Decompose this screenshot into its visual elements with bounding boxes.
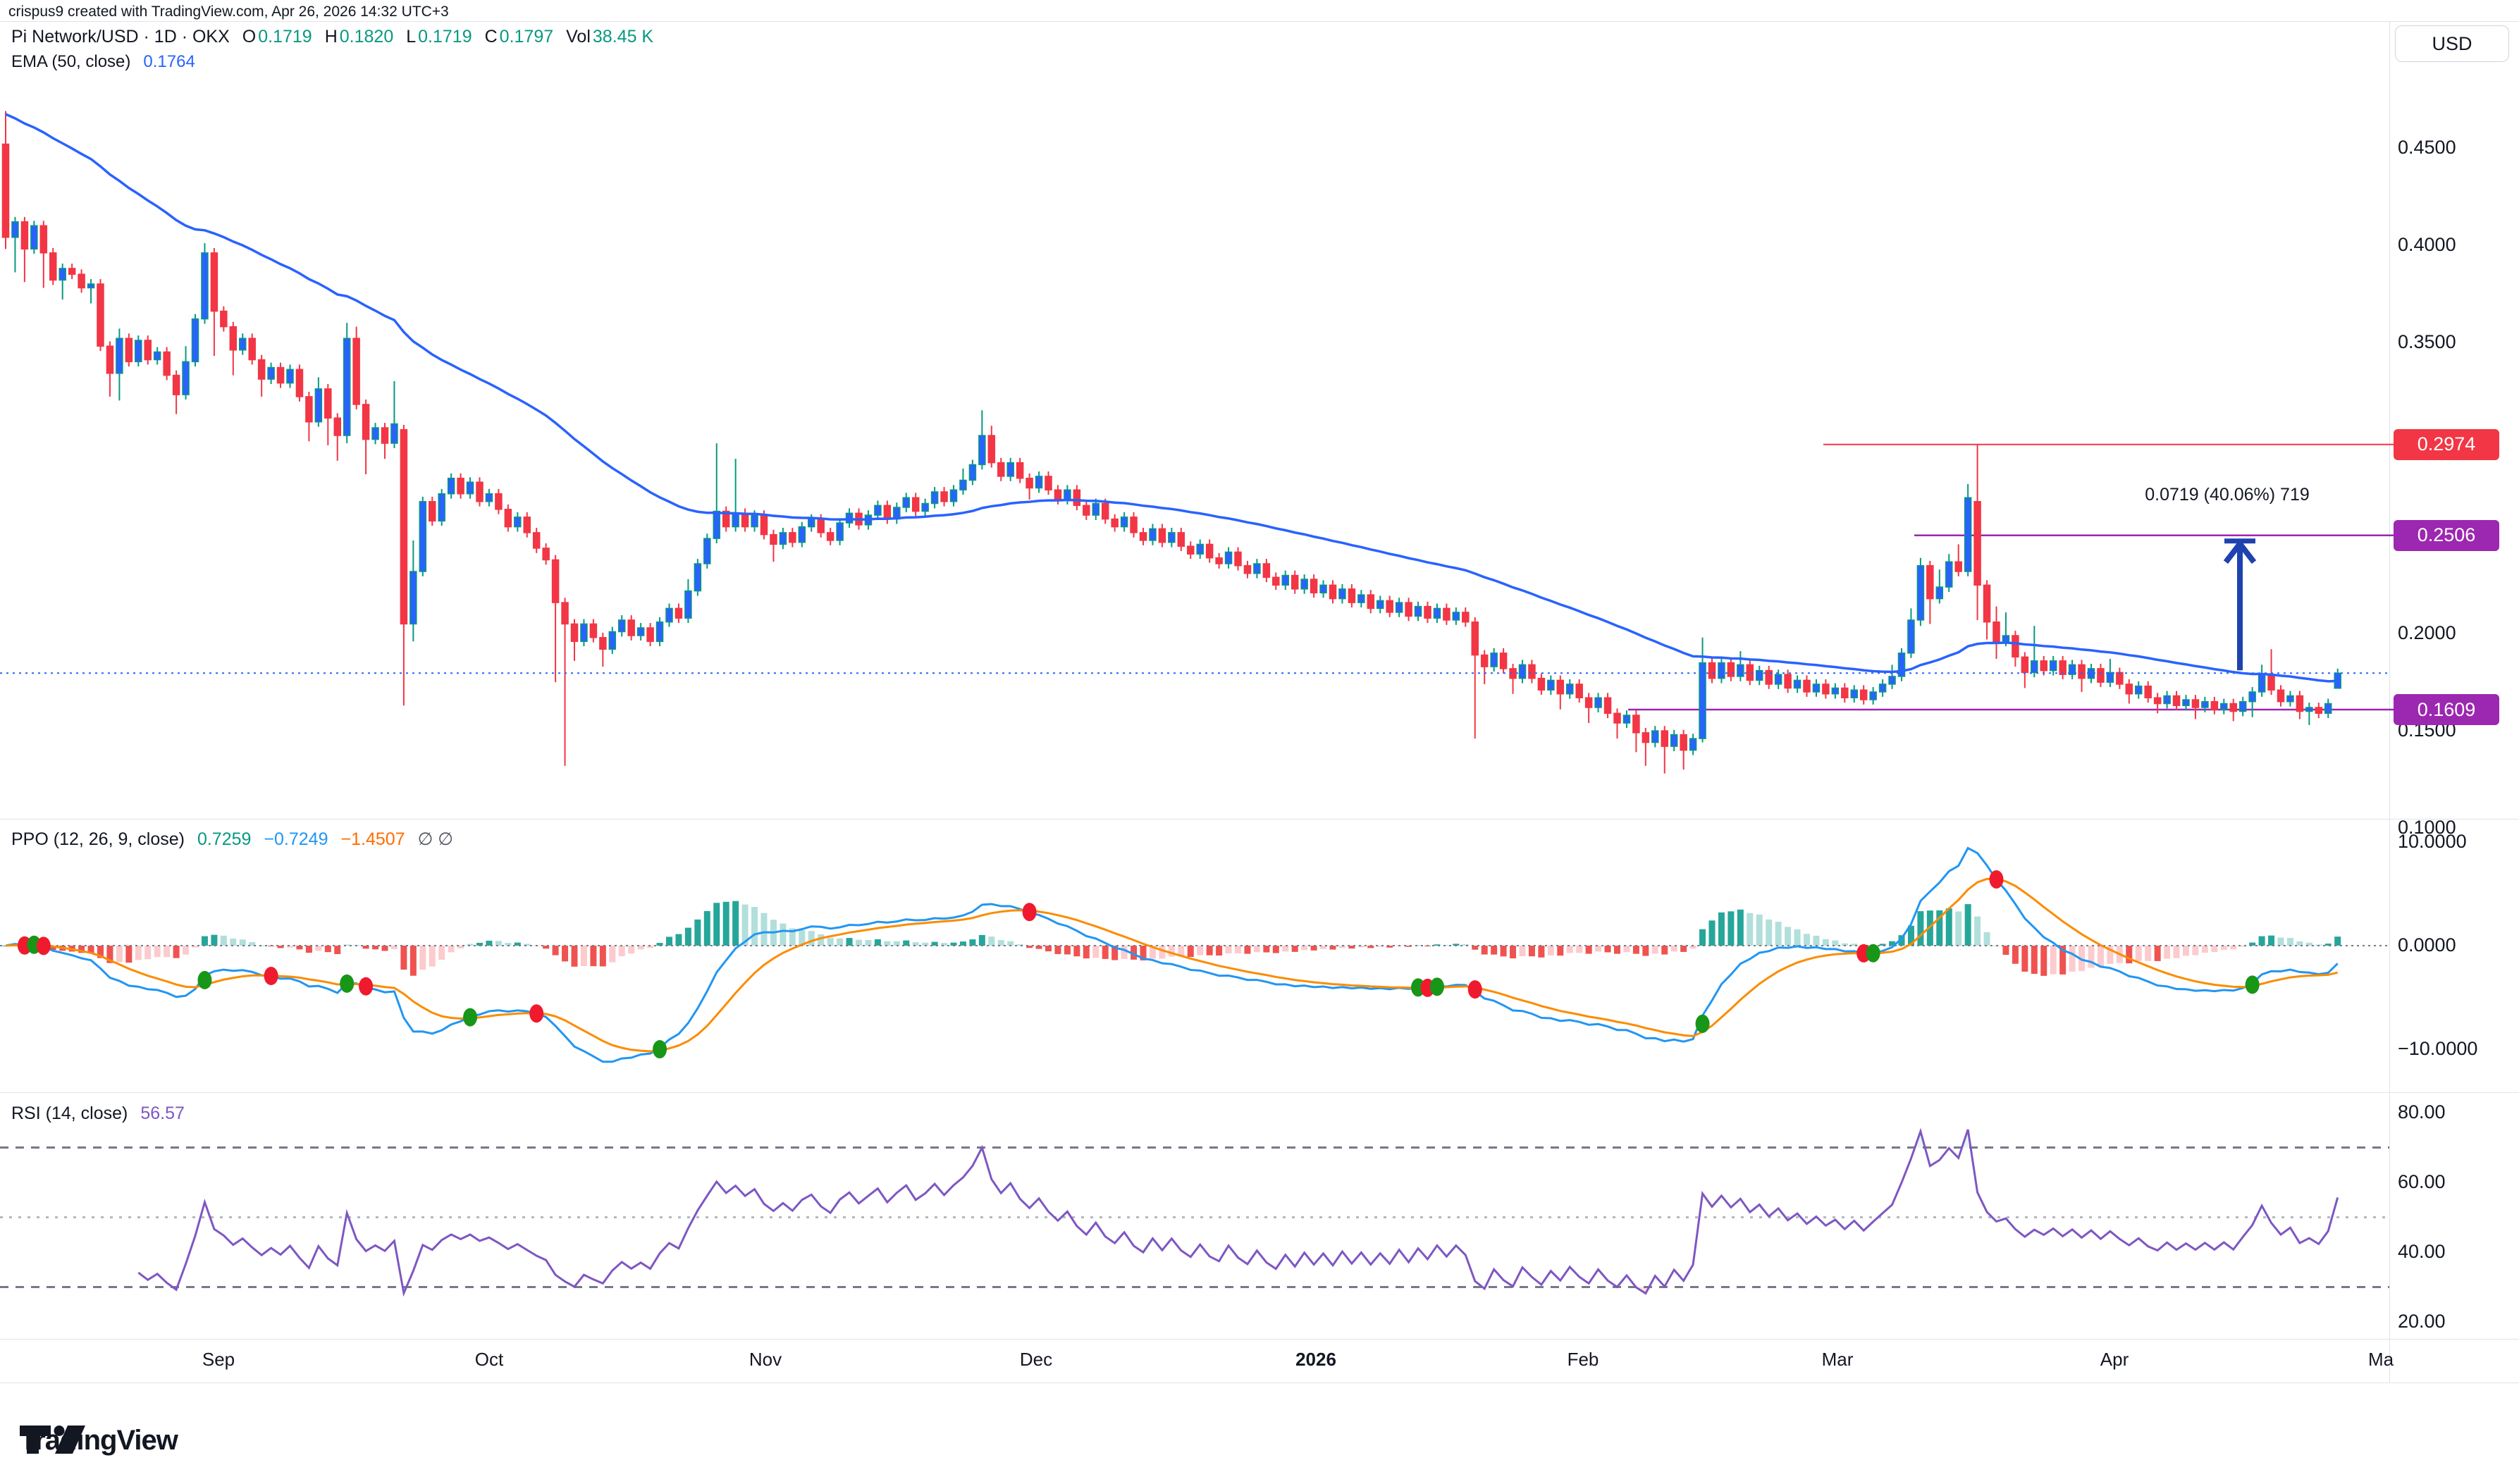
ema-legend-title: EMA (50, close) (11, 52, 131, 71)
pane-separator-rsi (0, 1092, 2519, 1093)
ppo-empty-values: ∅ ∅ (417, 829, 454, 849)
price-tick-0.4000: 0.4000 (2398, 233, 2456, 255)
currency-toggle-button[interactable]: USD (2395, 25, 2509, 62)
tradingview-logo[interactable]: TradingView (20, 1425, 178, 1457)
time-tick-Sep: Sep (202, 1349, 235, 1370)
ppo-tick-10.0000: 10.0000 (2398, 831, 2467, 852)
ohlc-high: H 0.1820 (324, 27, 394, 47)
price-tick-0.1000: 0.1000 (2398, 816, 2456, 838)
time-tick-Ma: Ma (2367, 1349, 2394, 1370)
ppo-tick-0.0000: 0.0000 (2398, 934, 2456, 956)
price-badge-0.1609: 0.1609 (2394, 694, 2499, 726)
tradingview-logo-icon (20, 1425, 85, 1454)
attribution-text: crispus9 created with TradingView.com, A… (8, 4, 449, 20)
measure-annotation-label: 0.0719 (40.06%) 719 (2145, 485, 2310, 505)
price-tick-0.4500: 0.4500 (2398, 137, 2456, 158)
price-pane-canvas[interactable] (0, 21, 2439, 819)
rsi-tick-80.00: 80.00 (2398, 1101, 2446, 1123)
ohlc-open: O 0.1719 (242, 27, 312, 47)
symbol-title: Pi Network/USD · 1D · OKX (11, 27, 230, 47)
price-tick-0.2000: 0.2000 (2398, 622, 2456, 644)
ema-legend-value: 0.1764 (143, 52, 195, 71)
time-tick-Oct: Oct (474, 1349, 504, 1370)
ppo-legend[interactable]: PPO (12, 26, 9, close) 0.7259 −0.7249 −1… (11, 829, 453, 850)
rsi-legend-title: RSI (14, close) (11, 1103, 128, 1123)
ohlc-close: C 0.1797 (484, 27, 554, 47)
time-tick-2026: 2026 (1295, 1349, 1336, 1370)
time-tick-Dec: Dec (1019, 1349, 1053, 1370)
ppo-legend-title: PPO (12, 26, 9, close) (11, 829, 185, 849)
rsi-legend-value: 56.57 (140, 1103, 185, 1123)
time-tick-Apr: Apr (2100, 1349, 2129, 1370)
rsi-tick-20.00: 20.00 (2398, 1311, 2446, 1332)
price-scale-separator (2389, 21, 2390, 1383)
ppo-signal-value: −1.4507 (340, 829, 405, 849)
card-top-border (0, 21, 2519, 22)
ppo-tick-−10.0000: −10.0000 (2398, 1038, 2478, 1059)
ohlc-low: L 0.1719 (406, 27, 472, 47)
price-badge-0.2974: 0.2974 (2394, 428, 2499, 460)
rsi-legend[interactable]: RSI (14, close) 56.57 (11, 1103, 185, 1124)
rsi-pane-canvas[interactable] (0, 1094, 2389, 1337)
time-tick-Mar: Mar (1821, 1349, 1854, 1370)
ema-legend[interactable]: EMA (50, close) 0.1764 (11, 52, 195, 72)
ppo-line-value: −0.7249 (264, 829, 328, 849)
pane-separator-ppo (0, 819, 2519, 820)
volume-value: Vol 38.45 K (566, 27, 654, 47)
price-badge-0.2506: 0.2506 (2394, 519, 2499, 551)
time-tick-Nov: Nov (749, 1349, 782, 1370)
time-axis-separator (0, 1339, 2519, 1340)
rsi-tick-40.00: 40.00 (2398, 1241, 2446, 1262)
ppo-hist-value: 0.7259 (197, 829, 252, 849)
rsi-tick-60.00: 60.00 (2398, 1171, 2446, 1192)
time-tick-Feb: Feb (1567, 1349, 1599, 1370)
symbol-legend[interactable]: Pi Network/USD · 1D · OKX O 0.1719 H 0.182… (11, 27, 653, 47)
price-tick-0.3500: 0.3500 (2398, 330, 2456, 352)
ppo-pane-canvas[interactable] (0, 821, 2389, 1091)
